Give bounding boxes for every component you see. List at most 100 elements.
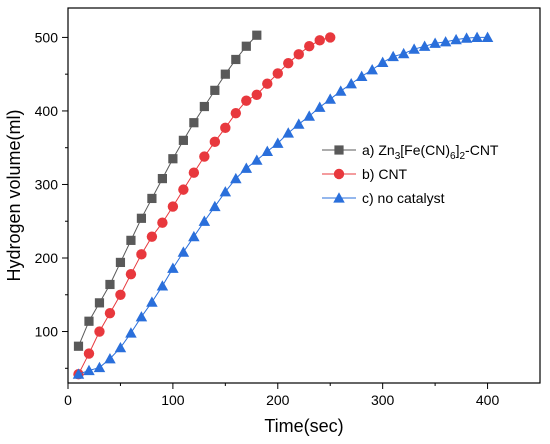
data-point-series-3 xyxy=(177,246,190,257)
data-point-series-2 xyxy=(157,217,168,228)
legend-label-3: c) no catalyst xyxy=(362,190,445,206)
data-point-series-1 xyxy=(252,30,262,40)
data-point-series-3 xyxy=(439,36,452,47)
legend-marker-3 xyxy=(333,192,345,203)
data-point-series-3 xyxy=(83,364,95,376)
x-tick-label: 0 xyxy=(64,392,72,408)
data-point-series-3 xyxy=(251,154,263,165)
series-line-3 xyxy=(78,36,488,375)
data-point-series-3 xyxy=(198,215,211,226)
data-point-series-3 xyxy=(418,40,431,51)
data-point-series-3 xyxy=(135,311,148,322)
data-point-series-3 xyxy=(167,262,179,273)
data-point-series-3 xyxy=(156,280,169,291)
data-point-series-1 xyxy=(199,101,209,112)
data-point-series-2 xyxy=(178,184,189,195)
data-point-series-1 xyxy=(178,135,188,145)
legend-marker-2 xyxy=(333,168,345,180)
data-point-series-3 xyxy=(355,70,368,81)
data-point-series-1 xyxy=(220,69,230,79)
x-tick-label: 200 xyxy=(266,392,290,408)
data-point-series-2 xyxy=(136,249,147,260)
legend-label-1: a) Zn3[Fe(CN)6]2-CNT xyxy=(362,142,499,162)
y-tick-label: 300 xyxy=(35,176,59,192)
data-point-series-3 xyxy=(345,77,357,89)
data-point-series-2 xyxy=(167,201,179,212)
data-point-series-2 xyxy=(199,151,210,162)
data-point-series-1 xyxy=(231,54,241,65)
data-point-series-2 xyxy=(83,348,95,359)
data-point-series-2 xyxy=(283,57,294,69)
data-point-series-2 xyxy=(220,122,231,134)
data-point-series-3 xyxy=(313,101,326,112)
data-point-series-2 xyxy=(272,68,283,79)
y-tick-label: 500 xyxy=(35,29,59,45)
legend-marker-1 xyxy=(334,145,344,155)
series-line-2 xyxy=(78,36,331,375)
data-point-series-3 xyxy=(366,64,378,75)
data-point-series-2 xyxy=(146,231,158,242)
data-point-series-1 xyxy=(189,118,199,128)
data-point-series-3 xyxy=(334,85,347,96)
data-point-series-1 xyxy=(73,341,84,351)
data-point-series-3 xyxy=(125,327,137,338)
x-tick-label: 100 xyxy=(161,392,185,408)
y-tick-label: 400 xyxy=(35,103,59,119)
data-point-series-3 xyxy=(209,200,221,212)
data-point-series-2 xyxy=(94,326,105,337)
data-point-series-1 xyxy=(105,279,115,290)
data-point-series-3 xyxy=(481,31,494,43)
data-point-series-3 xyxy=(324,93,336,104)
data-point-series-3 xyxy=(93,361,106,373)
data-point-series-1 xyxy=(168,154,178,164)
data-point-series-3 xyxy=(188,230,200,242)
plot-frame xyxy=(67,7,541,384)
data-point-series-1 xyxy=(94,298,105,308)
y-tick-label: 100 xyxy=(35,324,59,340)
data-point-series-2 xyxy=(115,289,126,300)
data-point-series-2 xyxy=(209,136,221,148)
data-point-series-3 xyxy=(219,186,232,197)
data-point-series-3 xyxy=(397,47,410,59)
data-point-series-1 xyxy=(115,257,126,268)
data-point-series-3 xyxy=(408,43,420,54)
data-point-series-3 xyxy=(282,127,295,138)
data-point-series-2 xyxy=(104,307,116,319)
data-point-series-1 xyxy=(157,173,167,184)
y-axis-label: Hydrogen volume(ml) xyxy=(4,109,24,281)
data-point-series-1 xyxy=(147,193,157,204)
x-axis-label: Time(sec) xyxy=(264,416,343,436)
data-point-series-2 xyxy=(293,49,304,60)
data-point-series-2 xyxy=(325,32,336,43)
data-point-series-3 xyxy=(429,37,441,48)
data-point-series-2 xyxy=(241,95,252,106)
data-point-series-3 xyxy=(376,56,389,68)
data-point-series-3 xyxy=(104,352,116,364)
data-point-series-2 xyxy=(314,35,325,46)
data-point-series-2 xyxy=(188,167,200,178)
data-point-series-3 xyxy=(240,162,253,173)
data-point-series-3 xyxy=(387,50,399,62)
series-line-1 xyxy=(78,34,258,347)
data-point-series-2 xyxy=(251,89,262,100)
data-point-series-1 xyxy=(126,235,136,245)
data-point-series-2 xyxy=(125,268,137,280)
data-point-series-3 xyxy=(303,110,315,121)
legend-label-2: b) CNT xyxy=(362,166,408,182)
y-tick-label: 200 xyxy=(35,250,59,266)
data-point-series-2 xyxy=(262,78,273,89)
data-point-series-3 xyxy=(471,31,483,43)
data-point-series-3 xyxy=(230,172,242,184)
x-tick-label: 400 xyxy=(476,392,500,408)
data-point-series-3 xyxy=(72,368,85,379)
x-tick-label: 300 xyxy=(371,392,395,408)
data-point-series-1 xyxy=(136,213,147,223)
data-point-series-3 xyxy=(261,145,274,156)
data-point-series-2 xyxy=(304,41,315,52)
data-point-series-1 xyxy=(241,41,251,51)
data-point-series-3 xyxy=(460,32,473,43)
data-point-series-3 xyxy=(114,341,127,353)
data-point-series-3 xyxy=(146,296,158,307)
